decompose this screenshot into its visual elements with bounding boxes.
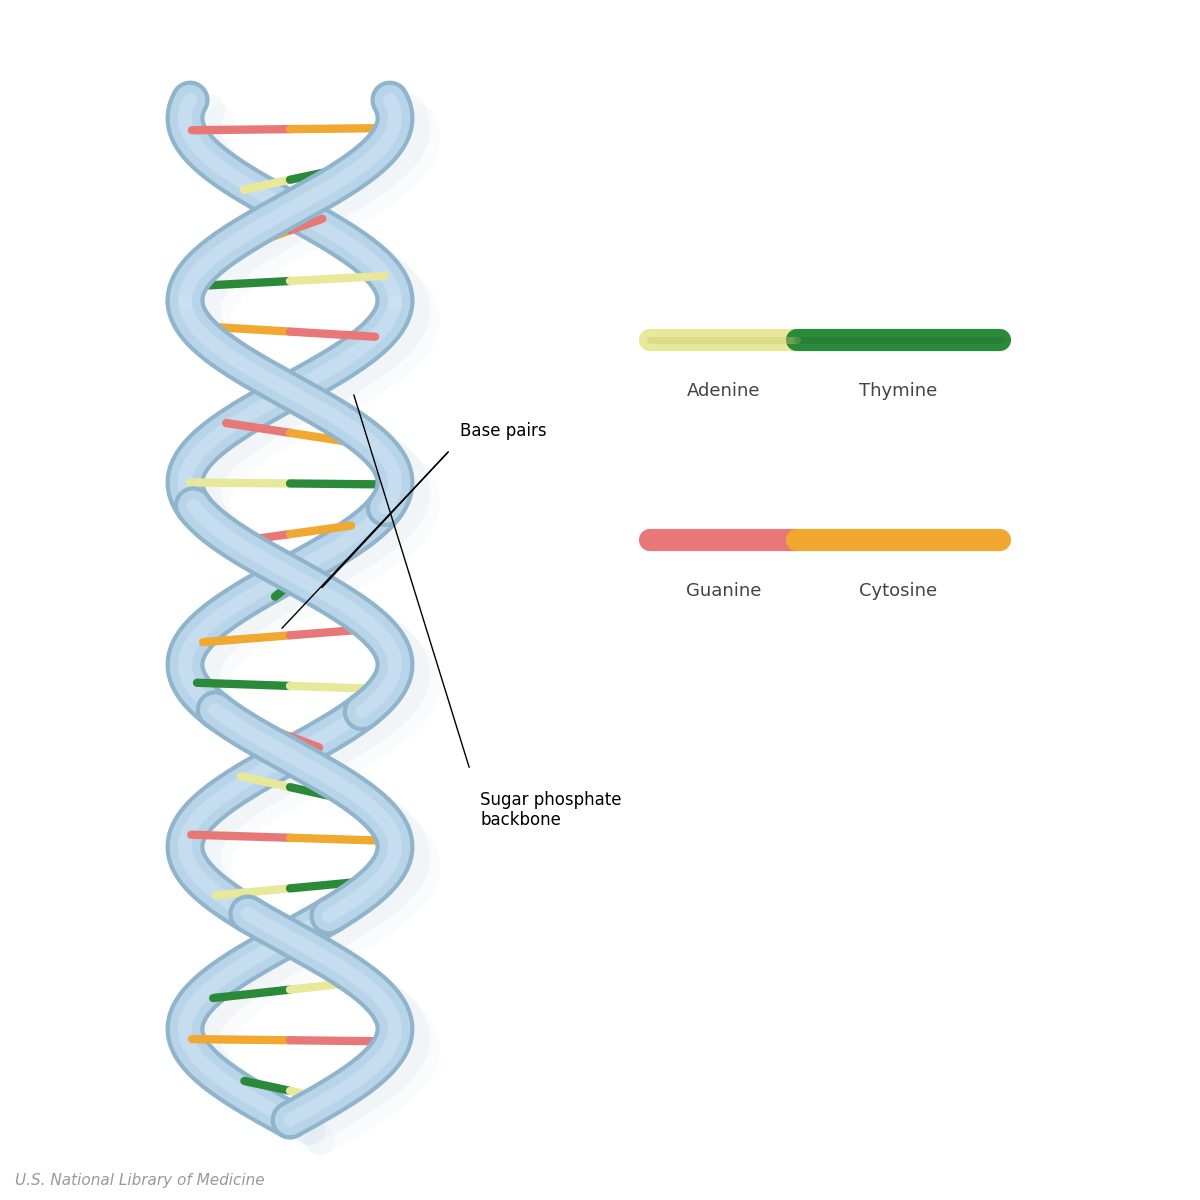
Text: Thymine: Thymine [859, 382, 937, 400]
Text: Cytosine: Cytosine [859, 582, 937, 600]
Text: U.S. National Library of Medicine: U.S. National Library of Medicine [14, 1172, 265, 1188]
Text: Adenine: Adenine [686, 382, 761, 400]
Text: Guanine: Guanine [686, 582, 761, 600]
Text: Sugar phosphate
backbone: Sugar phosphate backbone [480, 791, 622, 829]
Text: Base pairs: Base pairs [460, 422, 547, 440]
